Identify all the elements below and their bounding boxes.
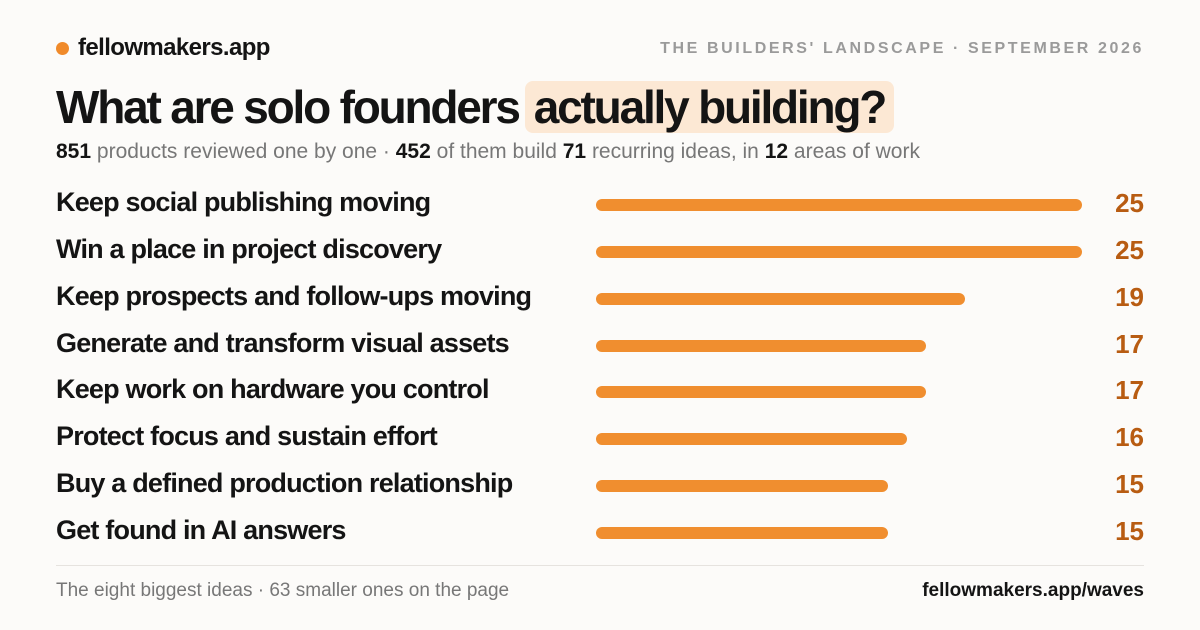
bar-value: 19 [1115,281,1144,312]
bar-track [596,292,1082,305]
bar-track [596,339,1082,352]
bar [596,480,888,493]
bar-track [596,526,1082,539]
bar [596,386,927,399]
page-title: What are solo founders actually building? [56,80,895,134]
chart-row: Win a place in project discovery 25 [56,228,1144,275]
chart-row: Keep prospects and follow-ups moving 19 [56,275,1144,322]
bar-track [596,199,1082,211]
chart-row: Keep work on hardware you control 17 [56,368,1144,415]
bar [596,292,966,305]
bar-label: Get found in AI answers [56,514,346,545]
bar-label: Protect focus and sustain effort [56,421,438,452]
bar [596,199,1082,211]
brand-name: fellowmakers.app [78,34,270,61]
brand-logo[interactable]: fellowmakers.app [56,34,270,62]
bar-label: Keep social publishing moving [56,187,431,217]
products-text: products reviewed one by one · [96,140,390,163]
bar-track [596,386,1082,399]
bar-label: Win a place in project discovery [56,233,442,264]
chart-row: Get found in AI answers 15 [56,509,1144,556]
bar-track [596,245,1082,258]
bar-label: Buy a defined production relationship [56,468,513,499]
bar-value: 25 [1115,234,1144,265]
bar-chart: Keep social publishing moving 25 Win a pla… [56,181,1144,556]
bar-track [596,433,1082,446]
brand-dot-icon [56,41,69,55]
bar-value: 25 [1115,188,1144,218]
bar-label: Generate and transform visual assets [56,327,510,358]
bar-value: 16 [1115,422,1144,453]
chart-row: Keep social publishing moving 25 [56,181,1144,228]
footer-note: The eight biggest ideas · 63 smaller one… [56,580,510,601]
bar-label: Keep work on hardware you control [56,374,489,405]
products-count: 851 [56,140,92,163]
bar-label: Keep prospects and follow-ups moving [56,280,532,311]
areas-text: areas of work [793,140,920,163]
bar [596,433,908,446]
footer-link[interactable]: fellowmakers.app/waves [922,580,1144,601]
bar-value: 17 [1115,328,1144,359]
page-subtitle: 851 products reviewed one by one · 452 o… [56,140,920,164]
edition-kicker: THE BUILDERS' LANDSCAPE · SEPTEMBER 2026 [660,40,1144,57]
bar [596,526,888,539]
build-text: of them build [436,140,557,163]
areas-count: 12 [764,140,789,163]
bar-value: 15 [1115,515,1144,546]
build-count: 452 [395,140,431,163]
bar [596,339,927,352]
bar [596,245,1082,258]
bar-track [596,480,1082,493]
page-title-lead: What are solo founders [56,81,521,133]
chart-row: Buy a defined production relationship 15 [56,462,1144,509]
chart-row: Generate and transform visual assets 17 [56,322,1144,369]
chart-row: Protect focus and sustain effort 16 [56,415,1144,462]
page-title-highlight: actually building? [524,81,895,133]
footer-divider [56,565,1144,566]
ideas-text: recurring ideas, in [591,140,759,163]
bar-value: 17 [1115,375,1144,406]
ideas-count: 71 [562,140,587,163]
bar-value: 15 [1115,469,1144,500]
